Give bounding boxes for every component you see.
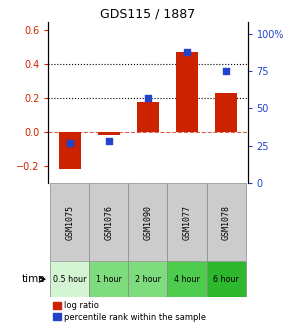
Bar <box>215 93 237 132</box>
Bar <box>50 261 89 297</box>
Point <box>224 69 229 74</box>
Bar <box>128 183 168 261</box>
Text: GSM1077: GSM1077 <box>183 205 192 240</box>
Bar <box>168 183 207 261</box>
Text: GSM1078: GSM1078 <box>222 205 231 240</box>
Bar <box>89 183 128 261</box>
Point <box>107 138 111 144</box>
Bar <box>50 183 89 261</box>
Bar <box>176 52 198 132</box>
Bar <box>207 183 246 261</box>
Bar <box>207 261 246 297</box>
Text: GSM1090: GSM1090 <box>144 205 152 240</box>
Point <box>146 95 150 101</box>
Text: GSM1075: GSM1075 <box>65 205 74 240</box>
Text: GSM1076: GSM1076 <box>104 205 113 240</box>
Bar <box>128 261 168 297</box>
Text: 4 hour: 4 hour <box>174 275 200 284</box>
Bar <box>137 102 159 132</box>
Text: 6 hour: 6 hour <box>213 275 239 284</box>
Bar <box>168 261 207 297</box>
Bar <box>89 261 128 297</box>
Text: 2 hour: 2 hour <box>135 275 161 284</box>
Bar <box>59 132 81 169</box>
Point <box>67 140 72 145</box>
Title: GDS115 / 1887: GDS115 / 1887 <box>100 8 196 21</box>
Text: 1 hour: 1 hour <box>96 275 122 284</box>
Text: time: time <box>22 274 45 284</box>
Point <box>185 49 189 55</box>
Bar <box>98 132 120 135</box>
Legend: log ratio, percentile rank within the sample: log ratio, percentile rank within the sa… <box>52 301 206 322</box>
Text: 0.5 hour: 0.5 hour <box>53 275 87 284</box>
